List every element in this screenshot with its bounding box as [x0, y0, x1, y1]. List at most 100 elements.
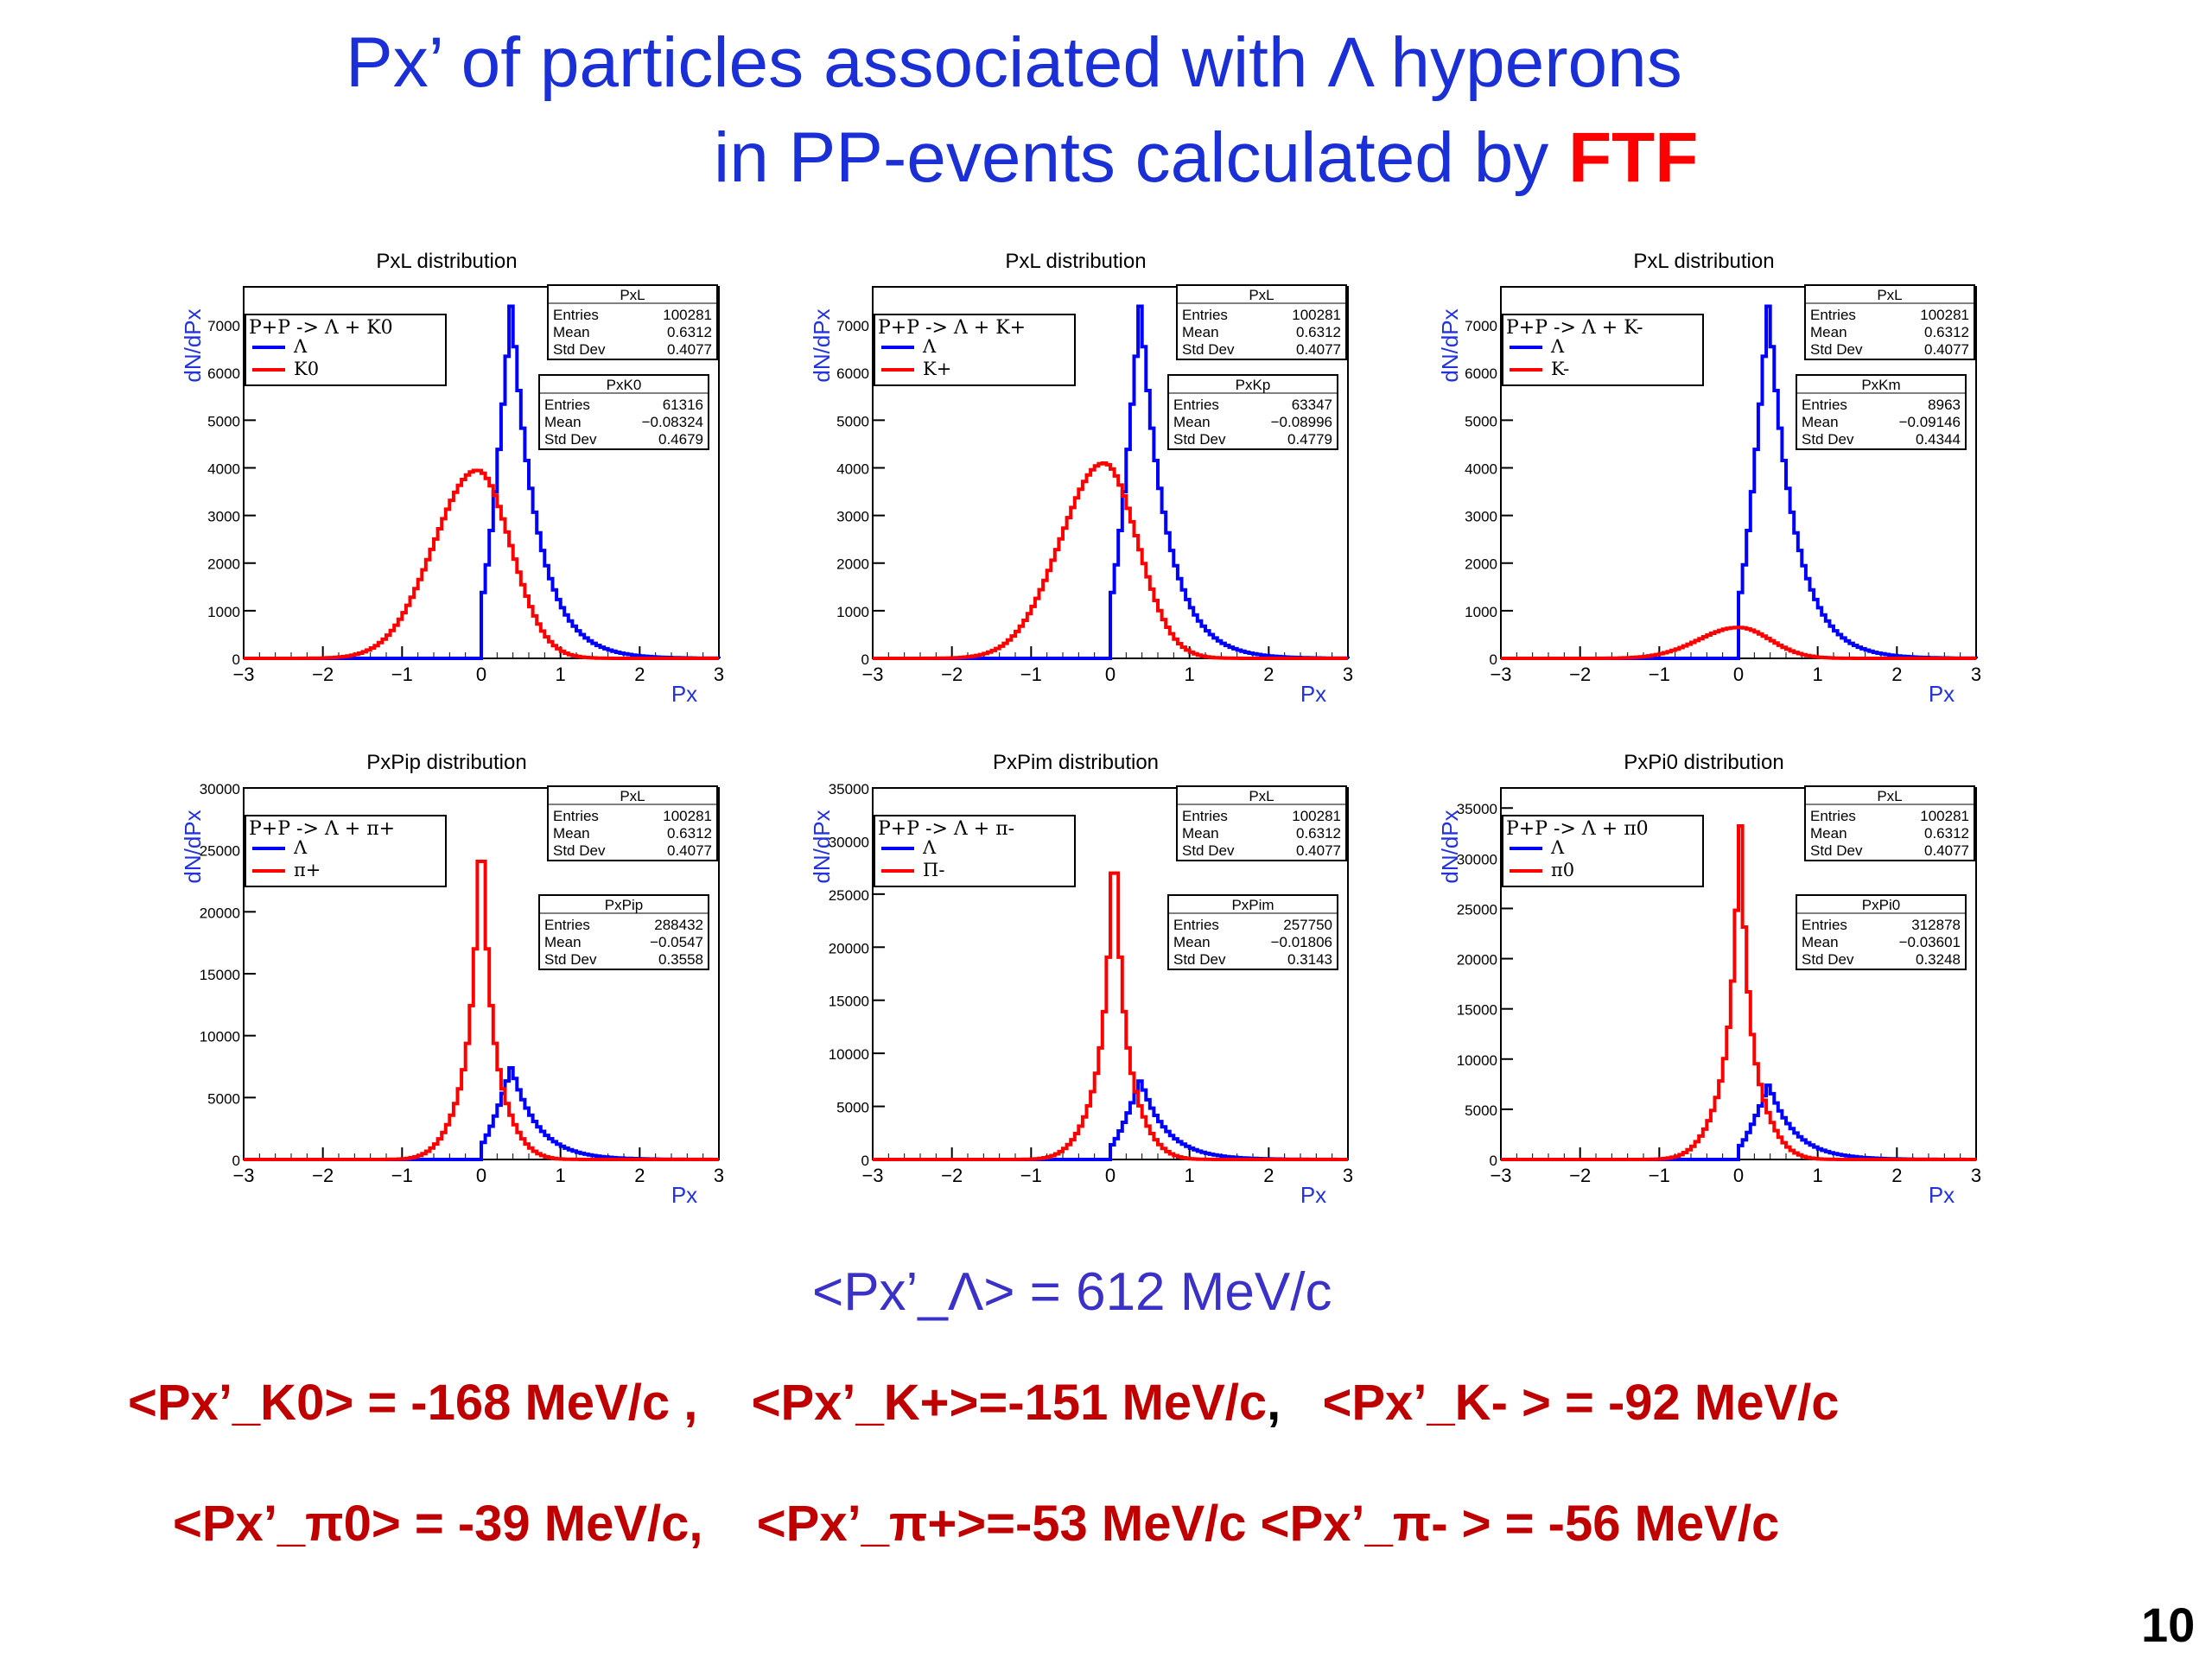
y-tick-label: 3000 — [836, 509, 869, 525]
x-tick-label: −2 — [1569, 1165, 1591, 1186]
stats-value: −0.08996 — [1271, 414, 1332, 430]
stats-value: 0.4077 — [1924, 842, 1969, 859]
stats-value: 288432 — [654, 917, 703, 933]
stats-box — [1804, 785, 1975, 861]
stats-key: Std Dev — [1810, 341, 1863, 358]
x-tick-label: 2 — [1263, 1165, 1274, 1186]
stats-name: PxK0 — [607, 377, 642, 393]
y-tick-label: 0 — [232, 651, 240, 668]
x-axis-label: Px — [1929, 681, 1955, 707]
x-tick-label: −3 — [861, 1165, 883, 1186]
series-partner-histogram — [1501, 626, 1976, 660]
x-tick-label: −2 — [312, 1165, 334, 1186]
legend-title: P+P -> Λ + K+ — [878, 317, 1026, 339]
k0-mean: <Px’_K0> = -168 MeV/c , — [128, 1375, 698, 1431]
stats-value: 0.4779 — [1287, 431, 1332, 448]
x-tick-label: 2 — [1891, 664, 1902, 685]
y-tick-label: 2000 — [836, 556, 869, 573]
stats-key: Std Dev — [544, 951, 597, 968]
stats-name: PxL — [1249, 788, 1274, 804]
stats-value: 0.6312 — [667, 825, 712, 842]
stats-box — [1796, 894, 1967, 970]
stats-key: Entries — [1173, 397, 1219, 413]
x-tick-label: 1 — [1185, 1165, 1195, 1186]
y-tick-label: 7000 — [207, 318, 240, 334]
x-tick-label: −3 — [232, 664, 254, 685]
stats-box — [547, 284, 718, 360]
stats-box — [1176, 284, 1347, 360]
y-tick-label: 5000 — [207, 413, 240, 429]
x-tick-label: −2 — [941, 1165, 963, 1186]
stats-value: 100281 — [1920, 808, 1969, 824]
y-tick-label: 0 — [1490, 651, 1497, 668]
y-tick-label: 10000 — [1457, 1052, 1497, 1069]
y-axis-label: dN/dPx — [1437, 308, 1463, 382]
x-axis-label: Px — [1300, 681, 1326, 707]
stats-box — [1167, 894, 1338, 970]
x-tick-label: 3 — [1343, 664, 1353, 685]
x-tick-label: 3 — [1971, 1165, 1981, 1186]
y-tick-label: 1000 — [836, 604, 869, 620]
stats-key: Mean — [1810, 324, 1847, 340]
km-mean: <Px’_K- > = -92 MeV/c — [1322, 1375, 1840, 1431]
stats-value: 0.6312 — [1924, 825, 1969, 842]
stats-key: Entries — [1182, 307, 1228, 323]
stats-key: Mean — [553, 324, 590, 340]
stats-box — [1804, 284, 1975, 360]
stats-value: 0.4077 — [1296, 842, 1341, 859]
chart-pxl-km: PxL distribution −3 −2 −1 0 1 2 3 0 1000 2000 3000 4… — [1437, 250, 1981, 707]
legend-title: P+P -> Λ + K0 — [249, 317, 393, 339]
y-tick-label: 25000 — [829, 887, 869, 904]
y-tick-label: 6000 — [1465, 365, 1497, 382]
x-axis-label: Px — [1929, 1182, 1955, 1208]
stats-value: −0.0547 — [650, 934, 703, 950]
stats-box — [547, 785, 718, 861]
stats-value: 0.3143 — [1287, 951, 1332, 968]
legend-label: Λ — [922, 837, 937, 858]
y-tick-label: 2000 — [207, 556, 240, 573]
chart-pxpim: PxPim distribution −3 −2 −1 0 1 2 3 0 5000 10000 15… — [809, 751, 1353, 1208]
stats-name: PxL — [1877, 287, 1902, 303]
chart-pxpi0: PxPi0 distribution −3 −2 −1 0 1 2 3 0 5000 10000 15… — [1437, 751, 1981, 1208]
slide-title-line1: Px’ of particles associated with Λ hyper… — [346, 23, 1682, 102]
stats-box — [538, 374, 709, 450]
legend-label: K0 — [294, 359, 319, 379]
x-tick-label: 3 — [714, 1165, 724, 1186]
y-tick-label: 0 — [861, 651, 869, 668]
y-tick-label: 1000 — [1465, 604, 1497, 620]
y-tick-label: 15000 — [200, 967, 240, 983]
x-axis-label: Px — [671, 681, 697, 707]
lambda-mean-text: <Px’_Λ> = 612 MeV/c — [812, 1262, 1332, 1322]
x-tick-label: 1 — [556, 664, 566, 685]
x-tick-label: −1 — [1020, 664, 1042, 685]
series-lambda-histogram — [244, 1066, 719, 1161]
page-number: 10 — [2141, 1598, 2196, 1652]
legend-title: P+P -> Λ + π0 — [1506, 818, 1649, 840]
y-tick-label: 6000 — [836, 365, 869, 382]
stats-key: Mean — [1182, 825, 1219, 842]
x-tick-label: −3 — [232, 1165, 254, 1186]
stats-key: Mean — [1173, 414, 1211, 430]
stats-key: Entries — [1182, 808, 1228, 824]
stats-value: −0.08324 — [642, 414, 703, 430]
stats-value: 0.4077 — [1924, 341, 1969, 358]
stats-value: 8963 — [1928, 397, 1961, 413]
stats-box — [1176, 785, 1347, 861]
stats-value: 0.3248 — [1916, 951, 1961, 968]
y-tick-label: 1000 — [207, 604, 240, 620]
legend-label: Π- — [923, 860, 944, 880]
y-tick-label: 3000 — [1465, 509, 1497, 525]
chart-title: PxL distribution — [1005, 250, 1146, 273]
stats-key: Std Dev — [553, 842, 606, 859]
x-tick-label: 3 — [714, 664, 724, 685]
legend-label: Λ — [293, 837, 308, 858]
series-partner-histogram — [873, 871, 1348, 1161]
stats-key: Mean — [1173, 934, 1211, 950]
stats-value: 0.6312 — [1296, 825, 1341, 842]
stats-key: Std Dev — [1182, 341, 1235, 358]
chart-pxl-k0: PxL distribution −3 −2 −1 0 1 2 3 0 1000 2000 3000 4… — [180, 250, 724, 707]
x-tick-label: 2 — [634, 1165, 645, 1186]
stats-key: Mean — [553, 825, 590, 842]
series-partner-histogram — [244, 468, 719, 660]
y-tick-label: 5000 — [1465, 1102, 1497, 1119]
